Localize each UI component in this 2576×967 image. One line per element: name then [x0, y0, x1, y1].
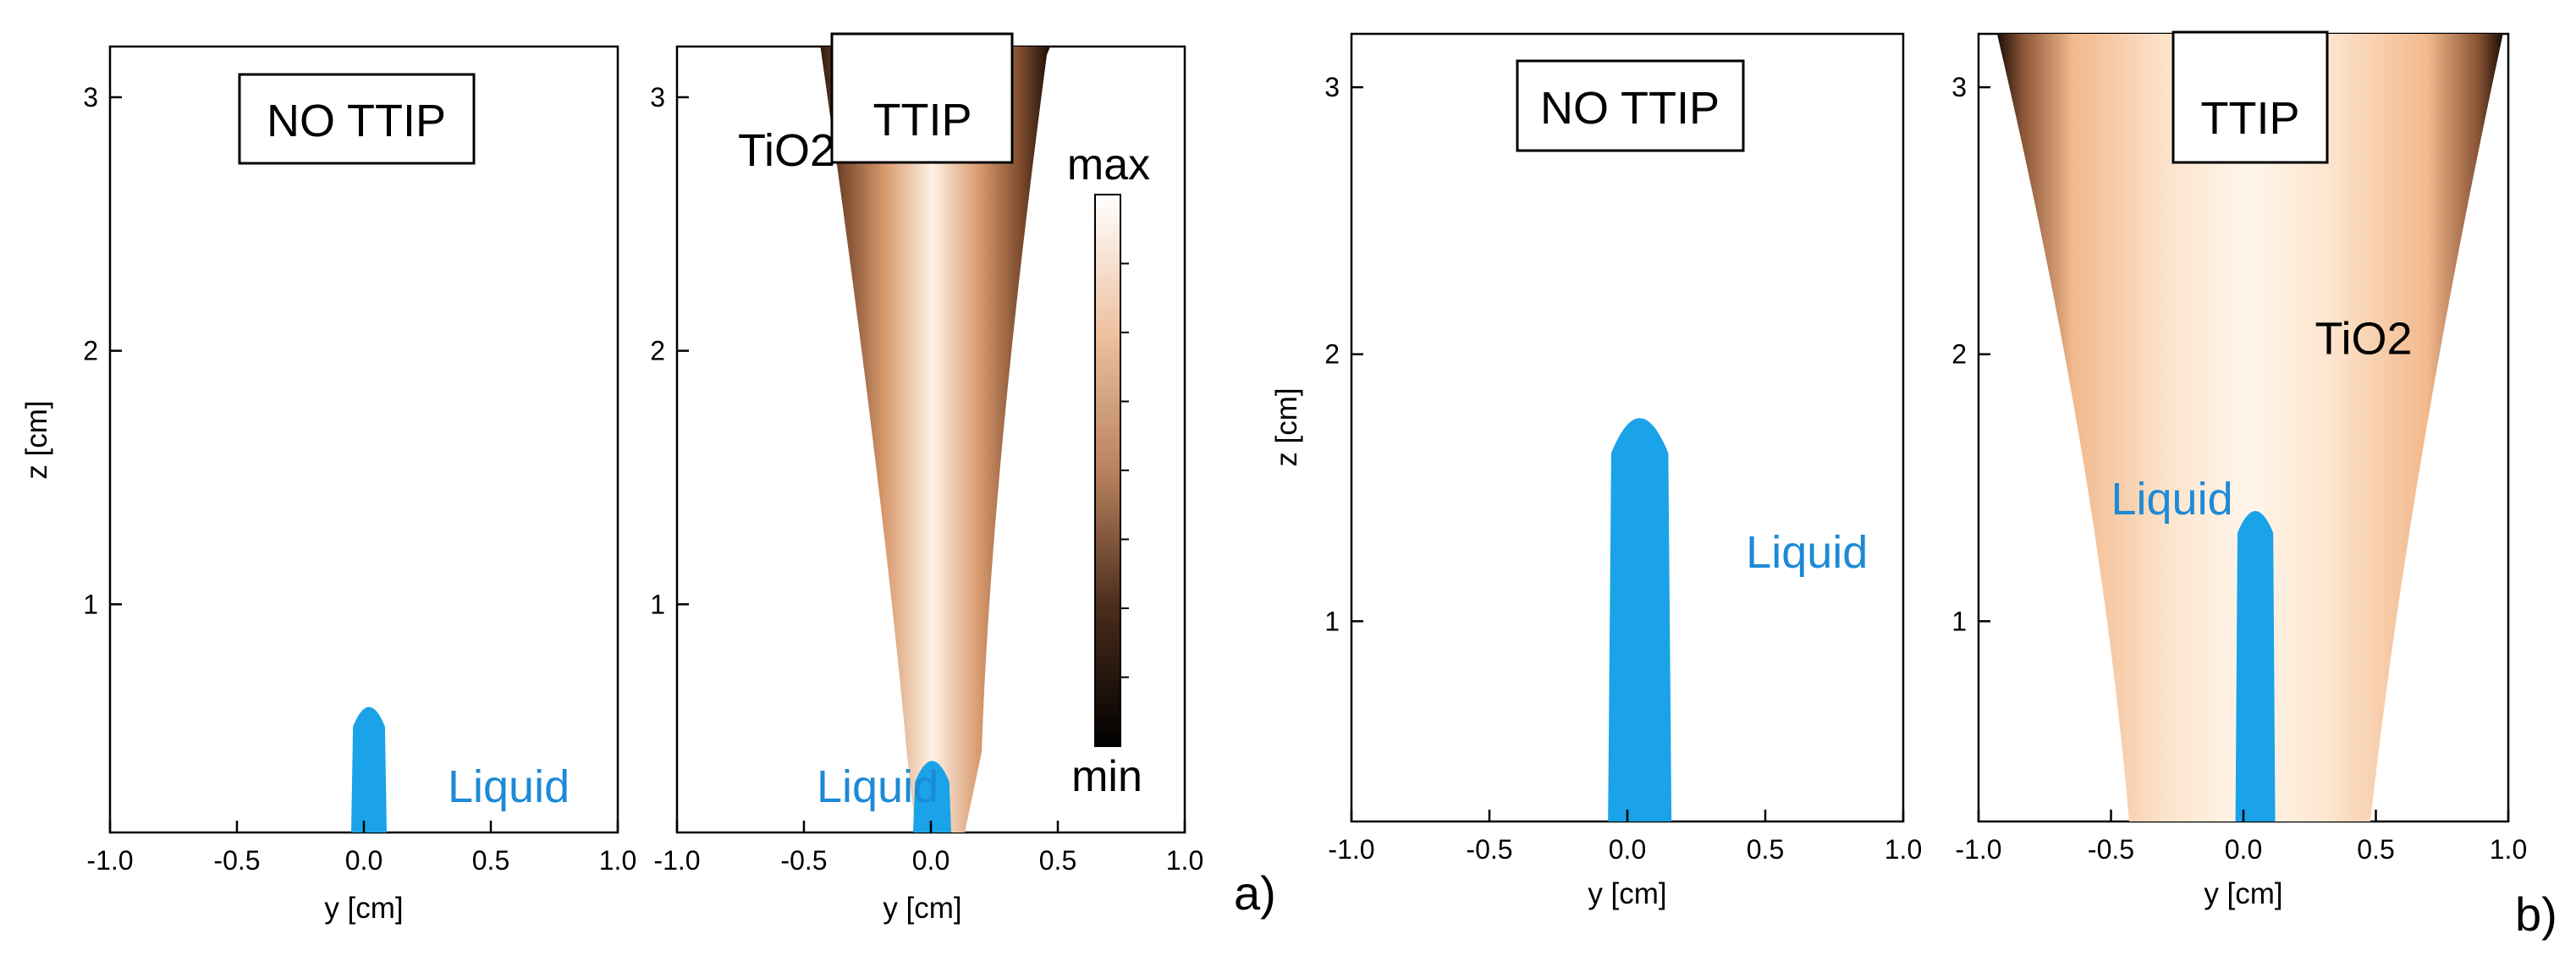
panel-a-right: -1.0 -0.5 0.0 0.5 1.0 1 2 3 TTIP TiO2 Liquid ma… — [650, 32, 1203, 925]
panel-label-a: a) — [1234, 866, 1276, 920]
x-axis-label: y [cm] — [883, 892, 961, 925]
subplot-title: TTIP — [2201, 93, 2300, 144]
liquid-region — [913, 761, 951, 832]
x-tick-label: 0.0 — [2225, 834, 2262, 865]
x-axis-label: y [cm] — [2204, 877, 2282, 910]
x-axis-label: y [cm] — [324, 892, 403, 925]
y-tick-label: 2 — [83, 336, 98, 366]
title-box — [830, 32, 1014, 164]
tio2-plume — [1996, 34, 2503, 821]
x-tick-label: 1.0 — [1166, 845, 1203, 876]
subplot-title: TTIP — [873, 95, 972, 146]
y-tick-label: 1 — [1324, 606, 1340, 636]
colorbar-min-label: min — [1071, 752, 1142, 801]
liquid-label: Liquid — [1746, 527, 1868, 578]
axis-ticks: -1.0 -0.5 0.0 0.5 1.0 1 2 3 — [1951, 72, 2527, 865]
liquid-region — [351, 706, 387, 832]
colorbar — [1094, 194, 1121, 747]
tio2-label: TiO2 — [2315, 314, 2413, 365]
x-tick-label: 0.0 — [1609, 834, 1646, 865]
tio2-plume — [814, 47, 1050, 832]
x-tick-label: -1.0 — [1328, 834, 1374, 865]
tio2-label: TiO2 — [738, 125, 835, 176]
y-tick-label: 1 — [1951, 606, 1967, 636]
axis-ticks: -1.0 -0.5 0.0 0.5 1.0 1 2 3 — [650, 82, 1203, 876]
panel-b-right: -1.0 -0.5 0.0 0.5 1.0 1 2 3 TTIP TiO2 Liquid y … — [1951, 30, 2527, 910]
x-axis-label: y [cm] — [1588, 877, 1666, 910]
title-box — [1516, 59, 1745, 152]
panel-label-b: b) — [2515, 887, 2557, 941]
x-tick-label: 0.5 — [2357, 834, 2394, 865]
panel-b-left: -1.0 -0.5 0.0 0.5 1.0 1 2 3 NO TTIP Liquid y [c… — [1270, 32, 1922, 910]
y-tick-label: 2 — [650, 336, 665, 366]
x-tick-label: 0.0 — [912, 845, 949, 876]
y-tick-label: 3 — [83, 82, 98, 113]
colorbar-ticks — [1120, 262, 1129, 679]
x-tick-label: 1.0 — [2490, 834, 2527, 865]
x-tick-label: -1.0 — [86, 845, 133, 876]
x-tick-label: 0.5 — [1039, 845, 1076, 876]
liquid-label: Liquid — [2111, 474, 2233, 525]
y-tick-label: 2 — [1951, 339, 1967, 370]
liquid-label: Liquid — [817, 761, 938, 812]
x-tick-label: 1.0 — [1885, 834, 1922, 865]
title-box — [238, 73, 476, 165]
x-tick-label: -0.5 — [2088, 834, 2134, 865]
title-box — [2171, 30, 2329, 164]
axis-ticks: -1.0 -0.5 0.0 0.5 1.0 1 2 3 — [83, 82, 636, 876]
liquid-region — [1608, 418, 1672, 821]
colorbar-max-label: max — [1067, 140, 1150, 190]
x-tick-label: 0.0 — [345, 845, 383, 876]
y-tick-label: 2 — [1324, 339, 1340, 370]
y-axis-label: z [cm] — [1270, 387, 1303, 466]
x-tick-label: -0.5 — [213, 845, 260, 876]
liquid-label: Liquid — [448, 761, 570, 812]
y-tick-label: 1 — [650, 589, 665, 619]
x-tick-label: 0.5 — [472, 845, 509, 876]
x-tick-label: -1.0 — [653, 845, 700, 876]
panel-a-left: -1.0 -0.5 0.0 0.5 1.0 1 2 3 NO TTIP Liquid y [c… — [20, 45, 636, 925]
liquid-region — [2235, 511, 2276, 821]
y-tick-label: 3 — [1951, 72, 1967, 102]
x-tick-label: -0.5 — [780, 845, 827, 876]
x-tick-label: 0.5 — [1747, 834, 1784, 865]
x-tick-label: -1.0 — [1955, 834, 2001, 865]
y-tick-label: 3 — [650, 82, 665, 113]
y-tick-label: 1 — [83, 589, 98, 619]
x-tick-label: 1.0 — [599, 845, 636, 876]
x-tick-label: -0.5 — [1466, 834, 1512, 865]
plot-area — [108, 45, 619, 834]
subplot-title: NO TTIP — [1540, 83, 1720, 134]
axis-ticks: -1.0 -0.5 0.0 0.5 1.0 1 2 3 — [1324, 72, 1922, 865]
y-tick-label: 3 — [1324, 72, 1340, 102]
y-axis-label: z [cm] — [20, 400, 53, 479]
subplot-title: NO TTIP — [267, 96, 446, 146]
